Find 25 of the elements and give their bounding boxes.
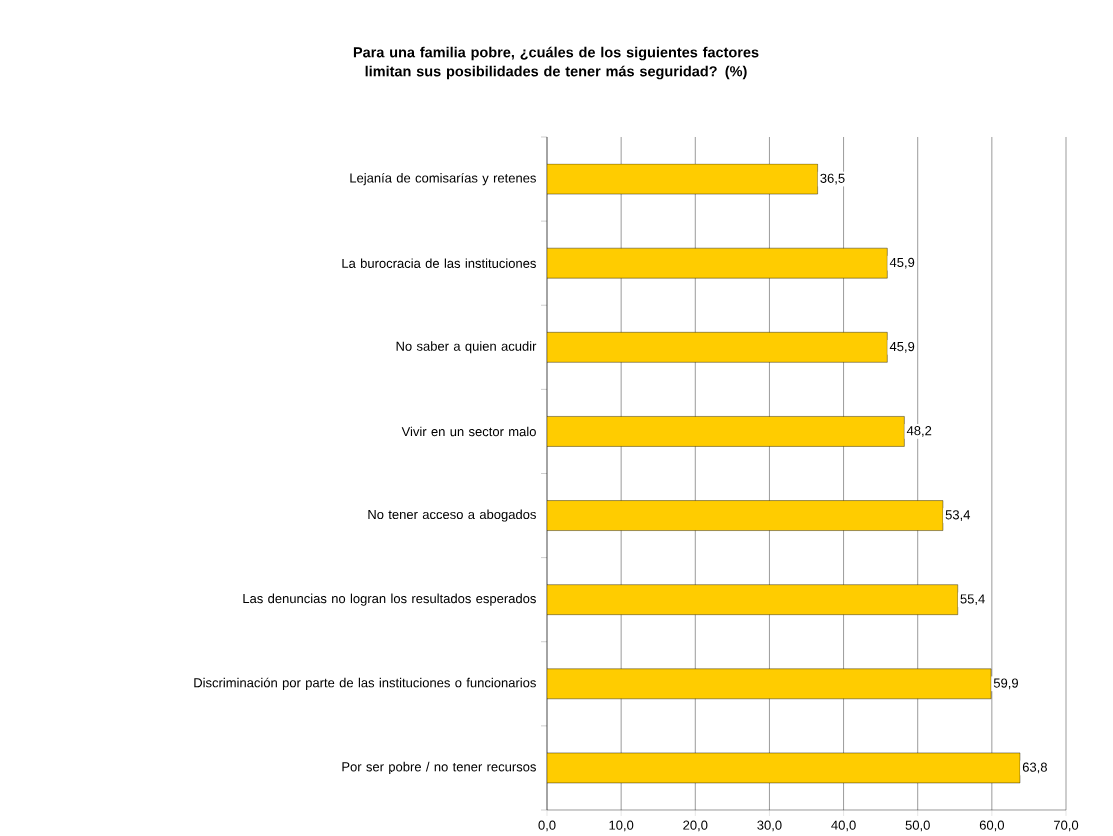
y-tick-label: Lejanía de comisarías y retenes	[350, 173, 536, 186]
data-label: 53,4	[945, 510, 971, 522]
y-tick-label: La burocracia de las instituciones	[342, 258, 536, 269]
data-label: 63,8	[1022, 762, 1047, 774]
x-tick-label: 70,0	[1054, 820, 1079, 832]
data-label: 55,4	[960, 594, 985, 606]
data-label: 45,9	[889, 258, 915, 269]
y-tick-label: Las denuncias no logran los resultados esperados	[243, 593, 536, 606]
data-label: 48,2	[906, 426, 932, 438]
y-tick-label: Discriminación por parte de las instituciones o funcionarios	[194, 677, 536, 691]
y-tick-label: Vivir en un sector malo	[401, 426, 536, 437]
y-tick-label: Por ser pobre / no tener recursos	[342, 762, 536, 775]
x-tick-label: 30,0	[757, 820, 782, 832]
x-tick-label: 60,0	[979, 820, 1005, 832]
x-tick-label: 40,0	[831, 820, 856, 832]
x-tick-label: 20,0	[683, 820, 708, 832]
data-label: 59,9	[993, 678, 1019, 690]
chart-title: Para una familia pobre, ¿cuáles de los siguientes factores limitan sus posibilidades de tener más seguridad? (%)	[353, 46, 759, 80]
x-tick-label: 10,0	[609, 820, 634, 832]
y-tick-label: No tener acceso a abogados	[368, 509, 536, 522]
data-label: 45,9	[889, 342, 915, 353]
data-label: 36,5	[820, 173, 845, 185]
x-tick-label: 50,0	[905, 820, 930, 832]
y-tick-label: No saber a quien acudir	[396, 341, 537, 354]
x-tick-label: 0,0	[538, 820, 556, 832]
